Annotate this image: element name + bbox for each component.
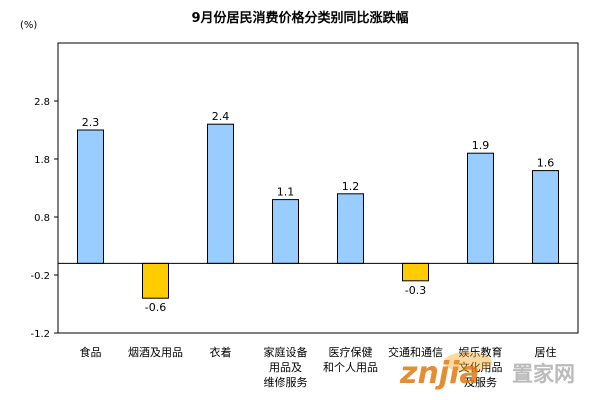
bar — [142, 262, 169, 299]
data-label: 2.3 — [82, 116, 100, 129]
bar — [402, 262, 429, 282]
category-label: 交通和通信 — [388, 345, 443, 359]
watermark-logo: znjia 置家网 — [399, 352, 575, 391]
data-label: -0.6 — [145, 301, 166, 314]
category-label: 维修服务 — [264, 375, 308, 389]
category-label: 烟酒及用品 — [128, 345, 183, 359]
data-label: 1.6 — [537, 157, 555, 170]
bar — [77, 129, 104, 264]
data-label: -0.3 — [405, 284, 426, 297]
bar — [207, 123, 234, 264]
category-label: 和个人用品 — [323, 361, 378, 374]
plot-area — [57, 42, 579, 334]
bar — [337, 193, 364, 264]
category-label: 居住 — [535, 345, 557, 359]
y-tick-label: -0.2 — [30, 271, 50, 282]
data-label: 1.2 — [342, 180, 360, 193]
bar — [272, 199, 299, 264]
category-label: 用品及 — [269, 361, 302, 374]
category-label: 及服务 — [464, 376, 497, 389]
data-label: 1.1 — [277, 186, 295, 199]
bar — [532, 170, 559, 264]
category-label: 医疗保健 — [329, 345, 373, 359]
chart-title: 9月份居民消费价格分类别同比涨跌幅 — [191, 10, 408, 26]
unit-label: (%) — [20, 20, 37, 31]
y-tick-label: 0.8 — [34, 213, 50, 224]
watermark-brand: znjia — [399, 356, 480, 391]
data-label: 2.4 — [212, 110, 230, 123]
watermark-text: 置家网 — [512, 362, 575, 386]
y-tick-label: -1.2 — [30, 329, 50, 340]
data-label: 1.9 — [472, 139, 490, 152]
category-label: 食品 — [80, 345, 102, 359]
category-label: 娱乐教育 — [459, 345, 503, 359]
y-tick-label: 1.8 — [34, 155, 50, 166]
category-label: 文化用品 — [459, 360, 503, 374]
category-label: 衣着 — [210, 345, 232, 359]
category-label: 家庭设备 — [264, 345, 308, 359]
y-tick-label: 2.8 — [34, 97, 50, 108]
bar — [467, 152, 494, 264]
